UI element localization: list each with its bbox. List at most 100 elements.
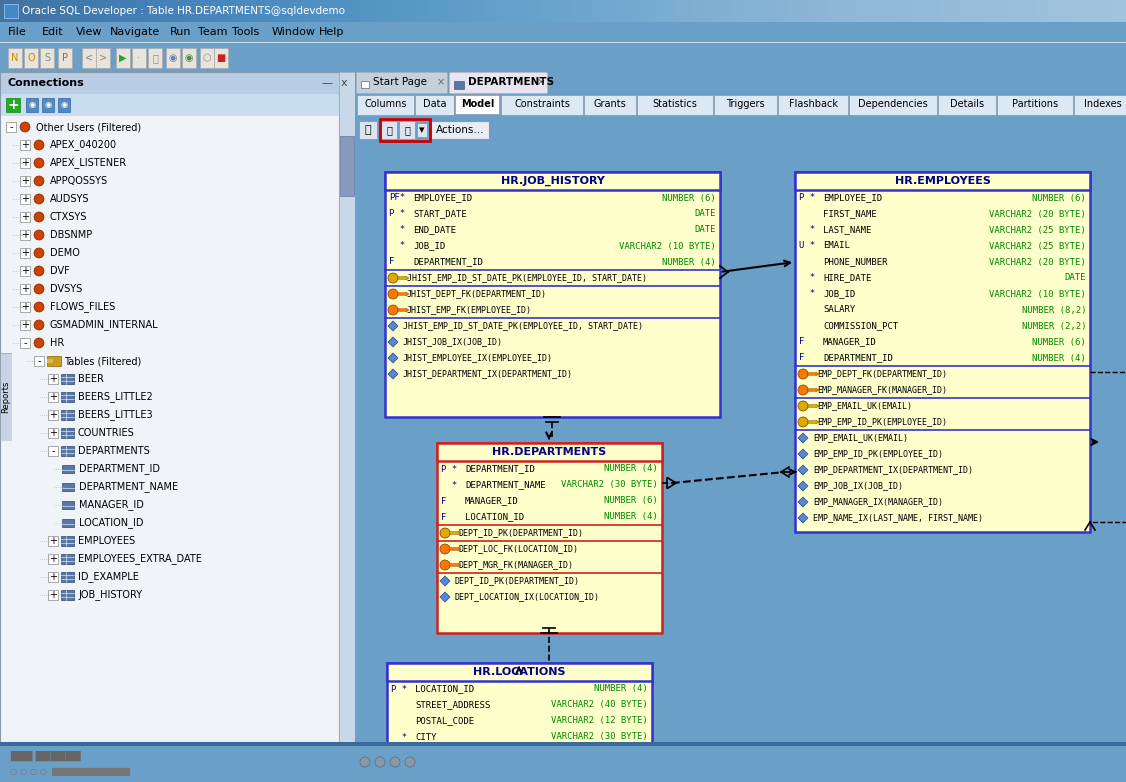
Circle shape [20,122,30,132]
FancyArrow shape [808,420,819,424]
Text: Constraints: Constraints [515,99,570,109]
Text: HIRE_DATE: HIRE_DATE [823,274,872,282]
Circle shape [34,338,44,348]
Text: DEPT_MGR_FK(MANAGER_ID): DEPT_MGR_FK(MANAGER_ID) [459,561,574,569]
Bar [6,122,16,132]
Text: NUMBER (4): NUMBER (4) [605,465,658,473]
Text: 📌: 📌 [365,125,372,135]
Text: APPQOSSYS: APPQOSSYS [50,176,108,186]
Text: DBSNMP: DBSNMP [50,230,92,240]
Text: *: * [441,480,457,490]
Text: HR.LOCATIONS: HR.LOCATIONS [473,667,565,677]
Bar [8,48,23,68]
Polygon shape [440,576,450,586]
Text: 🖨: 🖨 [404,125,410,135]
Text: +: + [50,536,57,546]
Circle shape [34,194,44,204]
Text: JHIST_EMP_ID_ST_DATE_PK(EMPLOYEE_ID, START_DATE): JHIST_EMP_ID_ST_DATE_PK(EMPLOYEE_ID, STA… [406,274,647,282]
Text: BEERS_LITTLE3: BEERS_LITTLE3 [78,410,153,421]
Bar [20,320,30,330]
Text: FIRST_NAME: FIRST_NAME [823,210,877,218]
Text: Navigate: Navigate [110,27,160,37]
Bar [48,572,59,582]
Bar [584,95,635,115]
Bar [61,446,74,456]
Bar [431,121,489,139]
Text: Statistics: Statistics [652,99,697,109]
Circle shape [405,757,415,767]
Text: POSTAL_CODE: POSTAL_CODE [415,716,474,726]
Text: NUMBER (4): NUMBER (4) [662,257,716,267]
Text: P: P [62,53,68,63]
Text: LOCATION_ID: LOCATION_ID [79,518,143,529]
Bar [361,81,369,88]
Text: START_DATE: START_DATE [413,210,467,218]
Text: ◉: ◉ [44,101,52,109]
Text: EMP_EMP_ID_PK(EMPLOYEE_ID): EMP_EMP_ID_PK(EMPLOYEE_ID) [817,418,947,426]
Text: DEPARTMENT_ID: DEPARTMENT_ID [413,257,483,267]
Bar [48,446,59,456]
Text: -: - [24,338,27,348]
Bar [148,48,162,68]
FancyBboxPatch shape [356,72,448,94]
Text: DATE: DATE [695,225,716,235]
Text: STREET_ADDRESS: STREET_ADDRESS [415,701,490,709]
Text: +: + [21,140,29,150]
Text: EMPLOYEE_ID: EMPLOYEE_ID [823,193,882,203]
Bar [62,483,74,491]
Bar [340,136,354,196]
Text: ○ ○ ○ ○  ████████████: ○ ○ ○ ○ ████████████ [10,767,131,777]
Text: APEX_LISTENER: APEX_LISTENER [50,157,127,168]
Text: *: * [391,733,408,741]
Text: Grants: Grants [593,99,626,109]
Text: -: - [9,122,12,132]
Bar [48,428,59,438]
Text: +: + [50,572,57,582]
Text: >: > [99,53,107,63]
Bar [849,95,938,115]
Text: HR.JOB_HISTORY: HR.JOB_HISTORY [501,176,605,186]
Text: Tables (Filtered): Tables (Filtered) [64,356,141,366]
Bar [182,48,196,68]
Text: ◉: ◉ [61,101,68,109]
Text: JHIST_DEPT_FK(DEPARTMENT_ID): JHIST_DEPT_FK(DEPARTMENT_ID) [406,289,547,299]
Text: +: + [50,392,57,402]
Text: O: O [27,53,35,63]
Circle shape [388,273,397,283]
Circle shape [34,230,44,240]
Circle shape [798,417,808,427]
Text: BEER: BEER [78,374,104,384]
Text: GSMADMIN_INTERNAL: GSMADMIN_INTERNAL [50,320,159,331]
Text: VARCHAR2 (25 BYTE): VARCHAR2 (25 BYTE) [990,242,1085,250]
Text: DEMO: DEMO [50,248,80,258]
Text: *: * [799,289,815,299]
Text: EMP_JOB_IX(JOB_ID): EMP_JOB_IX(JOB_ID) [813,482,903,490]
Bar [20,338,30,348]
Bar [795,172,1090,532]
Bar [339,72,355,742]
Bar [20,194,30,204]
Text: <: < [84,53,93,63]
Bar [387,663,652,763]
Text: EMPLOYEE_ID: EMPLOYEE_ID [413,193,472,203]
Bar [62,501,74,509]
Bar [61,590,74,600]
Bar [20,212,30,222]
Text: VARCHAR2 (30 BYTE): VARCHAR2 (30 BYTE) [552,733,647,741]
Bar [20,176,30,186]
Text: BEERS_LITTLE2: BEERS_LITTLE2 [78,392,153,403]
Text: EMP_EMP_ID_PK(EMPLOYEE_ID): EMP_EMP_ID_PK(EMPLOYEE_ID) [813,450,942,458]
Circle shape [798,369,808,379]
Bar [501,95,583,115]
Text: ■: ■ [216,53,225,63]
Text: DVSYS: DVSYS [50,284,82,294]
Text: -: - [52,446,55,456]
Polygon shape [798,465,808,475]
Text: ×: × [437,77,445,87]
Text: VARCHAR2 (12 BYTE): VARCHAR2 (12 BYTE) [552,716,647,726]
Text: DATE: DATE [1064,274,1085,282]
Text: Columns: Columns [365,99,406,109]
Text: 🖨: 🖨 [386,125,392,135]
Text: Data: Data [423,99,447,109]
Bar [455,95,500,115]
